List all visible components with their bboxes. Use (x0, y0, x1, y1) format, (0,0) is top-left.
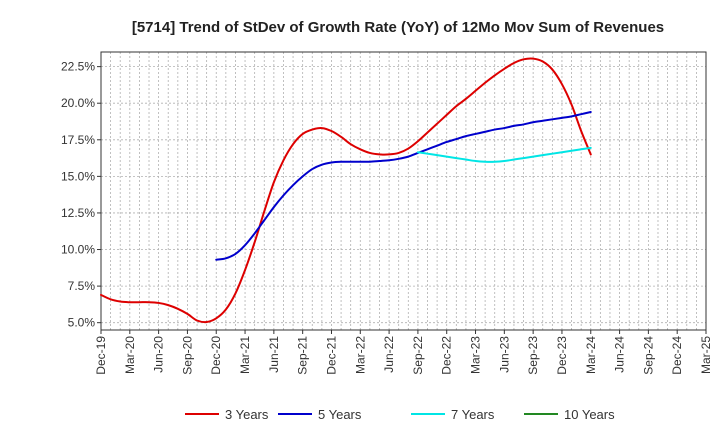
x-tick-label: Mar-23 (469, 336, 483, 374)
y-tick-label: 17.5% (61, 133, 95, 147)
y-axis: 5.0% 7.5% 10.0% 12.5% 15.0% 17.5% 20.0% 22.5% (61, 60, 101, 330)
y-tick-label: 7.5% (68, 279, 96, 293)
x-tick-label: Mar-24 (584, 336, 598, 374)
series-line-5-years (215, 110, 592, 261)
y-tick-label: 5.0% (68, 316, 96, 330)
x-tick-label: Mar-21 (238, 336, 252, 374)
y-tick-label: 10.0% (61, 243, 95, 257)
x-tick-label: Dec-24 (670, 336, 684, 375)
legend: 3 Years 5 Years 7 Years 10 Years (185, 407, 615, 422)
gridlines (101, 52, 706, 330)
x-tick-label: Jun-21 (267, 336, 281, 373)
x-tick-label: Jun-23 (497, 336, 511, 373)
y-tick-label: 20.0% (61, 96, 95, 110)
series-line-7-years (416, 146, 592, 163)
x-tick-label: Sep-21 (296, 336, 310, 375)
y-tick-label: 22.5% (61, 60, 95, 74)
series-line-3-years (100, 57, 592, 324)
x-tick-label: Sep-24 (641, 336, 655, 375)
series-lines (100, 57, 592, 324)
plot-area (100, 51, 707, 331)
x-tick-label: Sep-20 (180, 336, 194, 375)
x-tick-label: Jun-24 (613, 336, 627, 373)
x-tick-label: Dec-22 (440, 336, 454, 375)
y-tick-label: 15.0% (61, 169, 95, 183)
x-tick-label: Jun-20 (152, 336, 166, 373)
x-tick-label: Mar-20 (123, 336, 137, 374)
x-tick-label: Sep-22 (411, 336, 425, 375)
legend-label-10-years: 10 Years (564, 407, 615, 422)
chart-title: [5714] Trend of StDev of Growth Rate (Yo… (132, 19, 664, 36)
x-tick-label: Dec-21 (324, 336, 338, 375)
x-tick-label: Jun-22 (382, 336, 396, 373)
x-tick-label: Dec-20 (209, 336, 223, 375)
x-tick-label: Sep-23 (526, 336, 540, 375)
legend-label-5-years: 5 Years (318, 407, 362, 422)
y-tick-label: 12.5% (61, 206, 95, 220)
x-tick-label: Mar-25 (699, 336, 713, 374)
x-axis: Dec-19 Mar-20 Jun-20 Sep-20 Dec-20 Mar-21 Jun-… (94, 330, 713, 375)
legend-label-3-years: 3 Years (225, 407, 269, 422)
x-tick-label: Mar-22 (353, 336, 367, 374)
x-tick-label: Dec-19 (94, 336, 108, 375)
x-tick-label: Dec-23 (555, 336, 569, 375)
legend-label-7-years: 7 Years (451, 407, 495, 422)
